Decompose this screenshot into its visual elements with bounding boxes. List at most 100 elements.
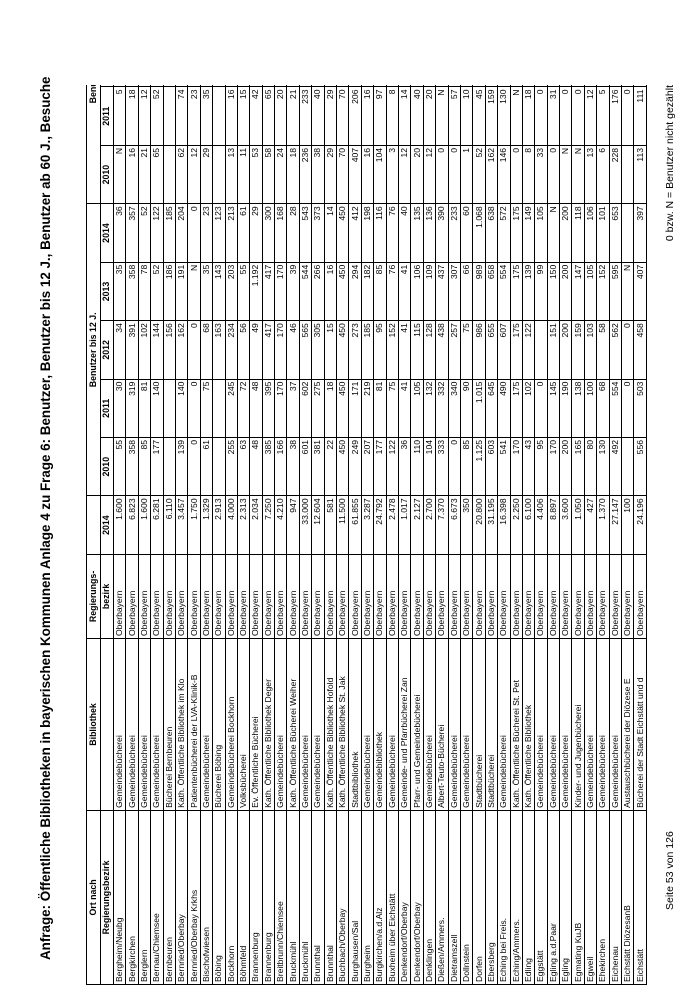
cell-bibliothek: Gemeinde- und Pfarrbücherei Zan [398,638,411,811]
cell-bibliothek: Gemeindebücherei [299,638,312,811]
header-reg-top: Regierungs- [86,554,100,639]
cell-seniors-2010 [212,145,226,204]
cell-seniors-2010: 0 [435,145,449,204]
header-year: 2011 [100,87,114,146]
cell-kids-2012: 175 [510,320,523,380]
table-row: Dießen/Ammers. Albert-Teuto-Bücherei Oberb… [435,85,449,985]
cell-users-2014: 6.110 [163,495,176,555]
cell-kids-2013: 658 [485,262,498,321]
cell-seniors-2012: 31 [125,85,139,87]
cell-kids-2013: 437 [435,262,449,321]
cell-regierungsbezirk: Oberbayern [336,554,349,639]
cell-seniors-2010: 8 [522,145,535,204]
cell-users-2014: 7.370 [435,495,449,555]
cell-seniors-2011: 97 [373,87,387,146]
cell-users-2014: 8.897 [547,495,560,555]
cell-kids-2010: 166 [274,437,287,496]
cell-kids-2013: 191 [175,262,188,321]
cell-kids-2011: 0 [534,379,548,438]
cell-regierungsbezirk: Oberbayern [609,554,622,639]
header-bibliothek: Bibliothek [86,638,100,811]
cell-kids-2014: 29 [249,203,263,263]
cell-seniors-2011: 0 [534,87,548,146]
header-row-1: Ort nach Bibliothek Regierungs- Benutzer… [86,85,100,985]
header-year: 2011 [100,379,114,438]
cell-kids-2014: 373 [311,203,325,263]
cell-seniors-2011: 111 [633,87,647,146]
cell-kids-2014: 23 [200,203,213,263]
cell-ort: Ehekirchen [596,810,610,985]
cell-kids-2012: 128 [423,320,436,380]
cell-ort: Böhmfeld [237,810,250,985]
cell-seniors-2010: 104 [373,145,387,204]
cell-regierungsbezirk: Oberbayern [559,554,572,639]
cell-bibliothek: Kath. Öffentliche Bibliothek Hofold [324,638,337,811]
cell-bibliothek: Gemeindebücherei [534,638,548,811]
cell-seniors-2011: 130 [497,87,510,146]
cell-seniors-2010: N [113,145,126,204]
cell-bibliothek: Gemeindebücherei [311,638,325,811]
cell-ort: Egweil [584,810,597,985]
cell-kids-2010: 255 [225,437,238,496]
cell-kids-2013: 55 [237,262,250,321]
header-year: 2013 [100,262,114,321]
cell-kids-2011: 219 [361,379,374,438]
cell-kids-2011: 275 [311,379,325,438]
cell-kids-2010: 139 [175,437,188,496]
cell-seniors-2010: 70 [336,145,349,204]
table-row: Ebersberg Stadtbücherei Oberbayern 31.195 60… [485,85,498,985]
table-row: Brannenburg Ev. Öffentliche Bücherei Oberb… [249,85,263,985]
cell-kids-2014: 14 [324,203,337,263]
cell-kids-2011: 554 [609,379,622,438]
cell-ort: Brannenburg [249,810,263,985]
cell-kids-2011: 132 [423,379,436,438]
table-row: Burgkirchen/a.d.Alz Gemeindebibliothek Obe… [373,85,387,985]
table-row: Burghausen/Sal Stadtbibliothek Oberbayern 6… [348,85,362,985]
cell-ort: Brannenburg [262,810,275,985]
cell-kids-2010: 177 [373,437,387,496]
cell-kids-2012: 95 [373,320,387,380]
cell-ort: Eichstätt DiözesanB [621,810,634,985]
cell-seniors-2010: 12 [423,145,436,204]
cell-seniors-2012: 49 [249,85,263,87]
table-row: Egling Gemeindebücherei Oberbayern 3.600 200… [559,85,572,985]
cell-kids-2012: 417 [262,320,275,380]
cell-seniors-2011: 12 [584,87,597,146]
cell-kids-2013: 200 [559,262,572,321]
cell-seniors-2012: 5 [386,85,399,87]
cell-kids-2010: 0 [187,437,201,496]
cell-users-2014: 7.250 [262,495,275,555]
table-row: Berglern Gemeindebücherei Oberbayern 1.600 8… [138,85,151,985]
cell-kids-2011: 1.015 [472,379,486,438]
cell-seniors-2010: 33 [534,145,548,204]
cell-kids-2011: 170 [274,379,287,438]
cell-seniors-2011: 16 [361,87,374,146]
header-row-2: Regierungsbezirk bezirk 2014 2010 2011 2… [100,85,114,985]
cell-kids-2011: 190 [559,379,572,438]
cell-seniors-2012: 30 [547,85,560,87]
cell-seniors-2011 [163,87,176,146]
cell-bibliothek: Gemeindebücherei [113,638,126,811]
cell-regierungsbezirk: Oberbayern [472,554,486,639]
cell-users-2014: 27.147 [609,495,622,555]
header-year: 2012 [100,85,114,87]
header-year: 2014 [100,495,114,555]
cell-ort: Egmating KuJB [571,810,585,985]
cell-ort: Bergkirchen [125,810,139,985]
cell-seniors-2010: 18 [286,145,300,204]
cell-regierungsbezirk: Oberbayern [138,554,151,639]
cell-kids-2011 [163,379,176,438]
cell-seniors-2012: 17 [286,85,300,87]
cell-seniors-2010: 12 [187,145,201,204]
cell-seniors-2012: 19 [423,85,436,87]
cell-kids-2014: 204 [175,203,188,263]
cell-kids-2013: 186 [163,262,176,321]
cell-bibliothek: Gemeindebücherei [584,638,597,811]
cell-seniors-2010: 236 [299,145,312,204]
cell-kids-2011: 138 [571,379,585,438]
cell-kids-2012: 46 [286,320,300,380]
cell-kids-2014: 52 [138,203,151,263]
cell-kids-2011: 75 [386,379,399,438]
cell-seniors-2012: 65 [150,85,164,87]
cell-kids-2014: 200 [559,203,572,263]
